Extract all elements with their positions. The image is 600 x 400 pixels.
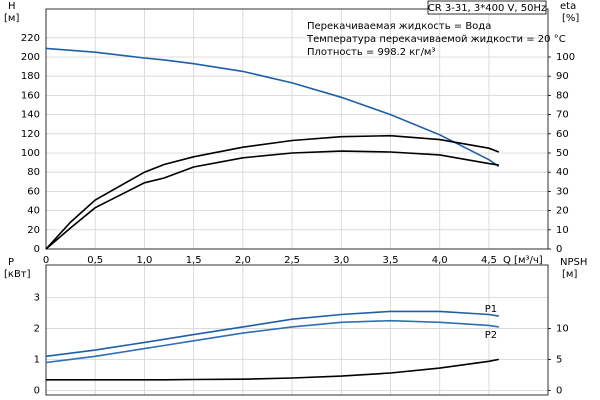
plot-frame bbox=[45, 8, 549, 250]
y2-tick-label: 0 bbox=[556, 244, 562, 255]
series-label: P2 bbox=[485, 330, 497, 341]
x-tick-label: 4,5 bbox=[481, 255, 497, 266]
series-label: P1 bbox=[485, 304, 497, 315]
y-tick-label: 60 bbox=[27, 186, 40, 197]
y-axis-label: H bbox=[8, 1, 16, 12]
header: CR 3-31, 3*400 V, 50Hz Перекачиваемая жи… bbox=[306, 0, 566, 58]
chart-0: 0 0,5 1,0 1,5 2,0 2,5 3,0 3,5 4,0 4,5020406080100… bbox=[4, 1, 579, 266]
y-tick-label: 140 bbox=[21, 110, 40, 121]
annotation: Перекачиваемая жидкость = Вода bbox=[307, 21, 491, 32]
y2-tick-label: 30 bbox=[556, 186, 569, 197]
x-tick-label: 0 bbox=[43, 255, 49, 266]
curve bbox=[45, 47, 500, 168]
title-box bbox=[427, 0, 547, 15]
y2-axis-label: NPSH bbox=[560, 257, 587, 268]
y2-tick-label: 70 bbox=[556, 110, 569, 121]
x-tick-label: 2,5 bbox=[284, 255, 300, 266]
chart-title: CR 3-31, 3*400 V, 50Hz bbox=[428, 3, 546, 14]
y-tick-label: 100 bbox=[21, 148, 40, 159]
y2-tick-label: 90 bbox=[556, 71, 569, 82]
y-axis-unit: [кВт] bbox=[4, 269, 31, 280]
curve bbox=[46, 358, 499, 381]
x-tick-label: 2,0 bbox=[235, 255, 251, 266]
annotation: Плотность = 998.2 кг/м³ bbox=[307, 47, 436, 58]
y2-tick-label: 10 bbox=[556, 225, 569, 236]
y-tick-label: 180 bbox=[21, 71, 40, 82]
y2-tick-label: 0 bbox=[556, 385, 562, 396]
y-tick-label: 3 bbox=[34, 293, 40, 304]
y2-tick-label: 60 bbox=[556, 129, 569, 140]
annotation: Температура перекачиваемой жидкости = 20… bbox=[306, 34, 566, 45]
y-axis-label: P bbox=[8, 257, 14, 268]
chart-1: 0 1 2 3 0 5 10 P[кВт] NPSH[м] P1 P2 bbox=[4, 257, 587, 396]
x-tick-label: 1,5 bbox=[186, 255, 202, 266]
y-tick-label: 120 bbox=[21, 129, 40, 140]
y-tick-label: 220 bbox=[21, 33, 40, 44]
y-tick-label: 1 bbox=[34, 354, 40, 365]
x-axis-label: Q [м³/ч] bbox=[503, 255, 543, 266]
y-tick-label: 200 bbox=[21, 52, 40, 63]
x-tick-label: 0,5 bbox=[87, 255, 103, 266]
curve bbox=[45, 150, 499, 250]
y2-tick-label: 20 bbox=[556, 206, 569, 217]
curve bbox=[45, 319, 499, 364]
y-tick-label: 40 bbox=[27, 206, 40, 217]
y2-tick-label: 50 bbox=[556, 148, 569, 159]
y-axis-unit: [м] bbox=[4, 13, 19, 24]
x-tick-label: 3,0 bbox=[333, 255, 349, 266]
curve bbox=[45, 310, 499, 358]
y2-tick-label: 5 bbox=[556, 354, 562, 365]
y-tick-label: 0 bbox=[34, 385, 40, 396]
plot-frame bbox=[45, 264, 549, 396]
y2-tick-label: 40 bbox=[556, 167, 569, 178]
y-tick-label: 2 bbox=[34, 323, 40, 334]
y2-axis-unit: [%] bbox=[562, 13, 579, 24]
y-tick-label: 160 bbox=[21, 90, 40, 101]
y-tick-label: 20 bbox=[27, 225, 40, 236]
y2-tick-label: 100 bbox=[556, 52, 575, 63]
y2-axis-unit: [м] bbox=[562, 269, 577, 280]
y-tick-label: 80 bbox=[27, 167, 40, 178]
curve bbox=[45, 134, 500, 250]
y2-tick-label: 80 bbox=[556, 90, 569, 101]
x-tick-label: 1,0 bbox=[136, 255, 152, 266]
y2-axis-label: eta bbox=[560, 1, 576, 12]
y2-tick-label: 10 bbox=[556, 323, 569, 334]
y-tick-label: 0 bbox=[34, 244, 40, 255]
x-tick-label: 3,5 bbox=[383, 255, 399, 266]
x-tick-label: 4,0 bbox=[432, 255, 448, 266]
